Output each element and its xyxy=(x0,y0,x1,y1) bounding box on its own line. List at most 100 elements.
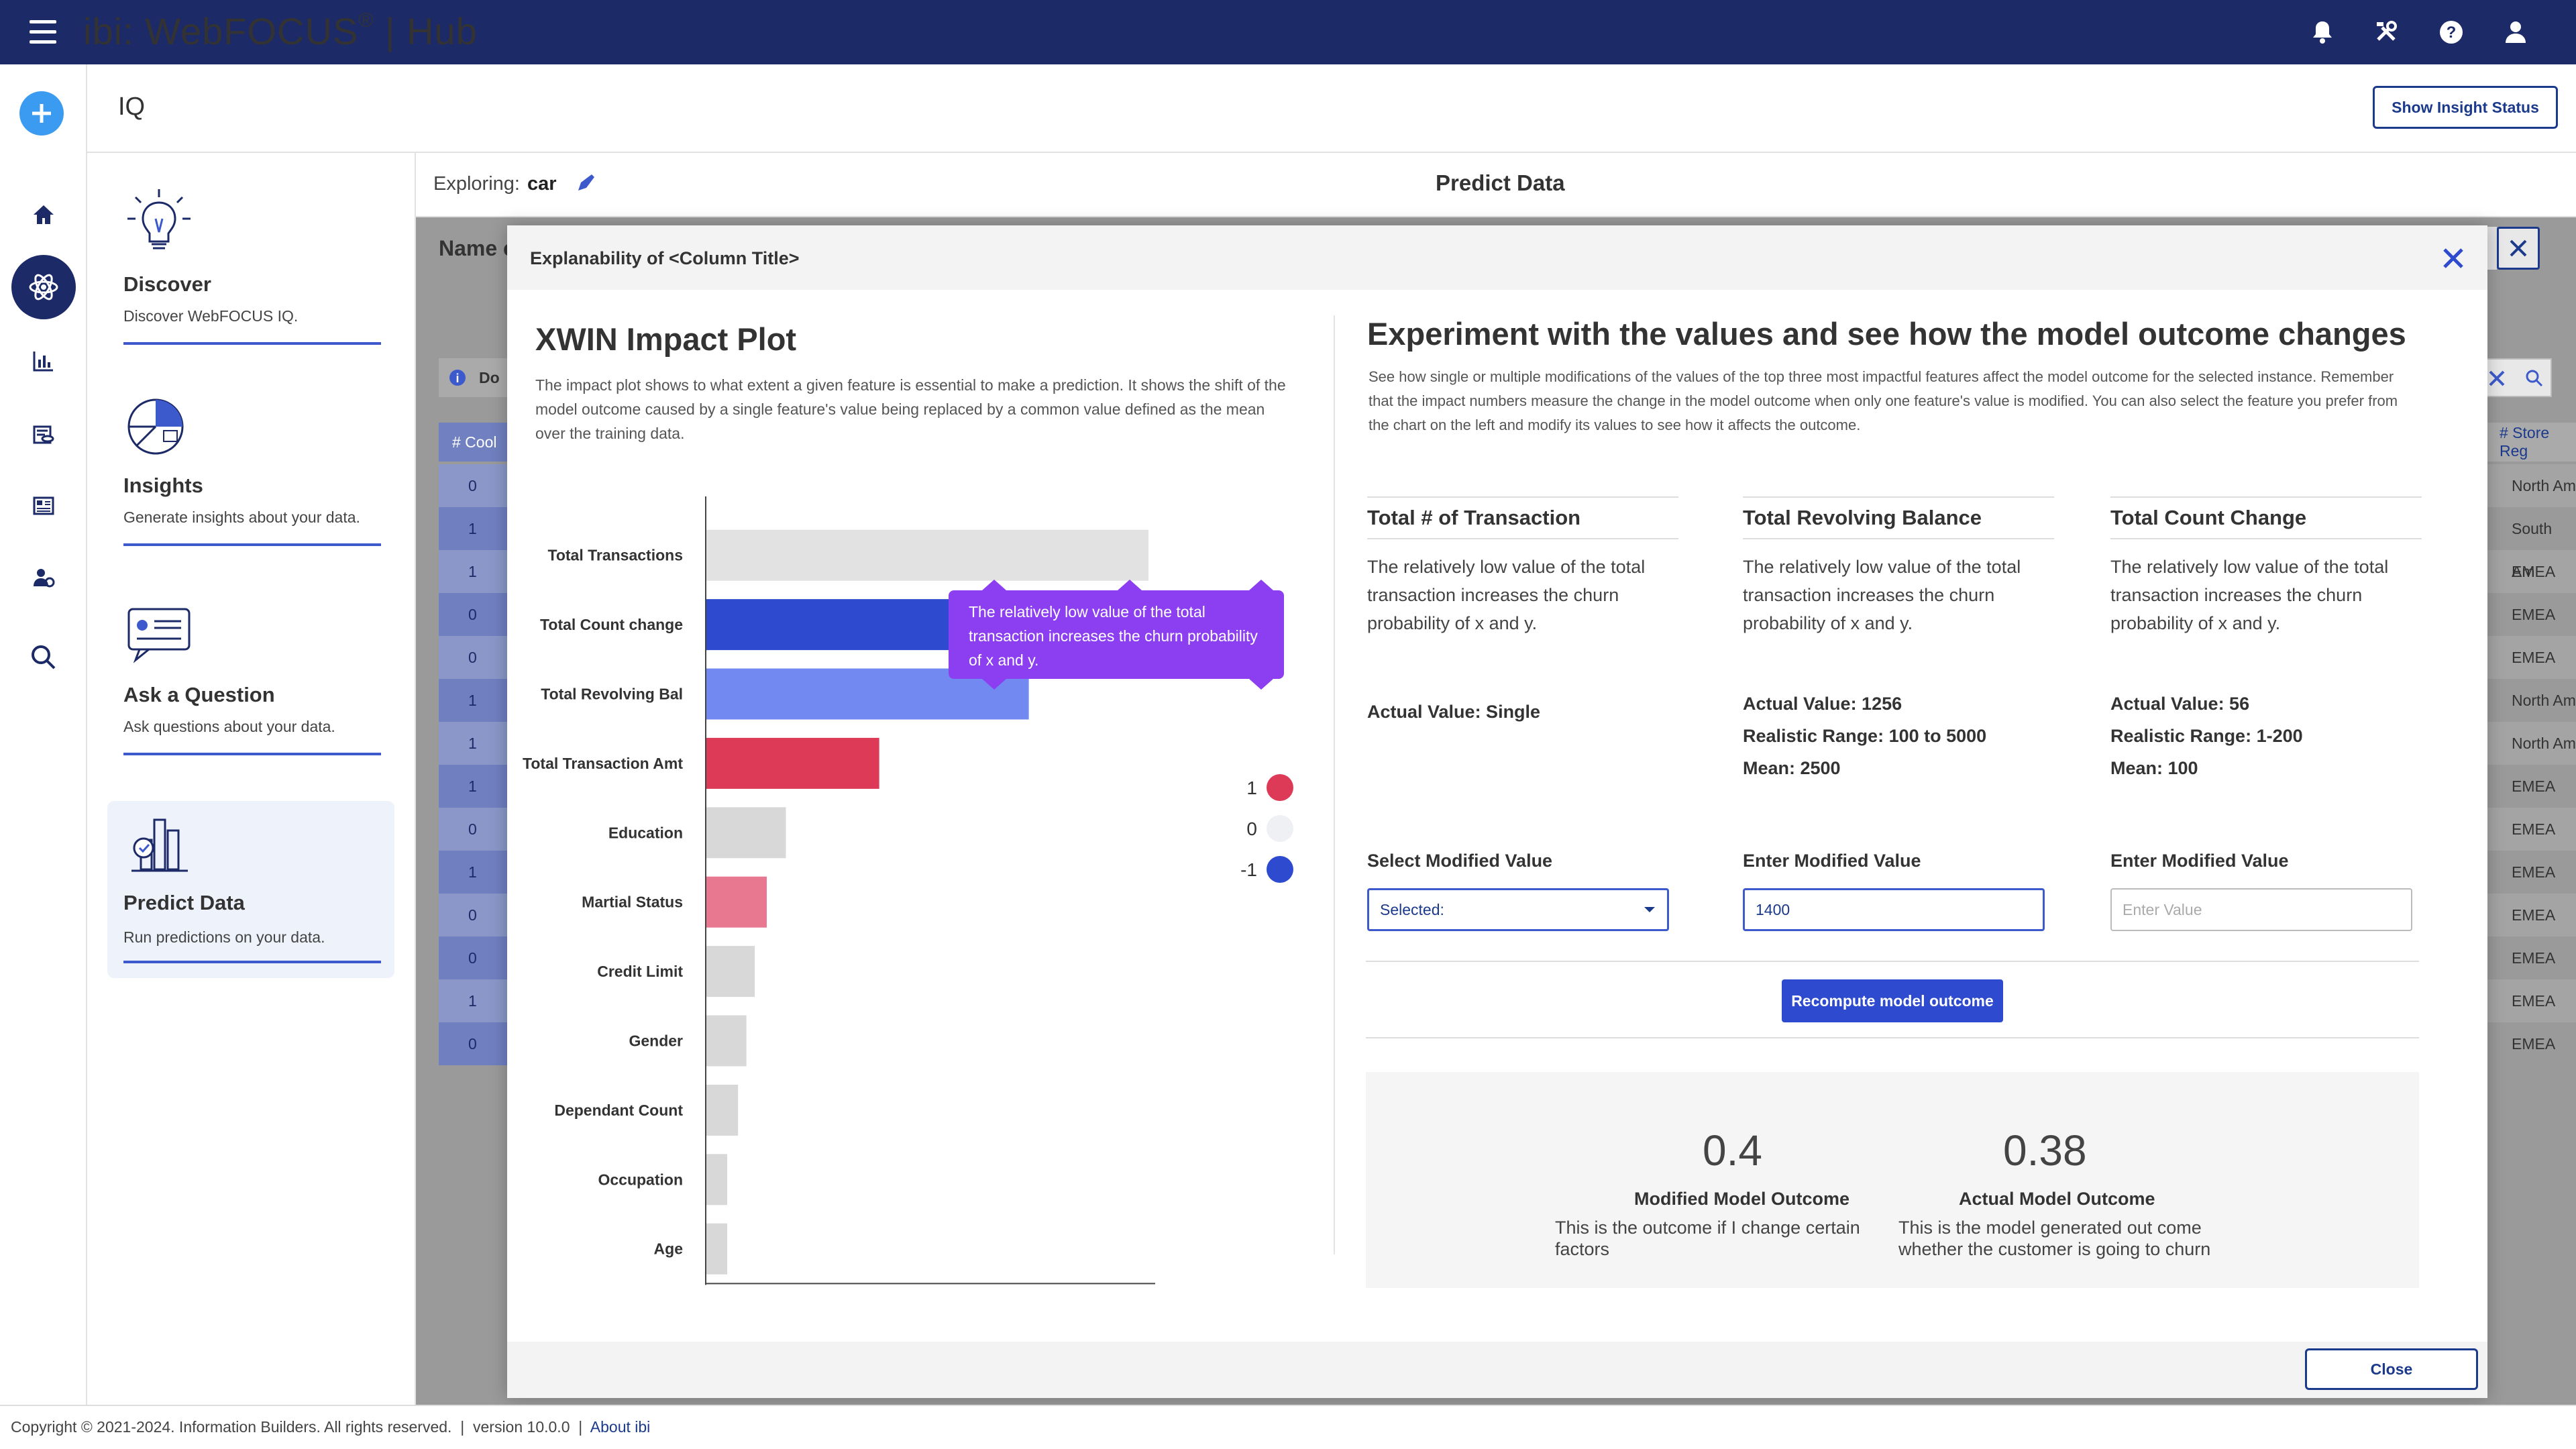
nav-card-discover[interactable]: Discover Discover WebFOCUS IQ. xyxy=(107,174,394,352)
feature-input-label: Enter Modified Value xyxy=(1743,851,1921,871)
svg-text:i: i xyxy=(455,372,459,385)
feature-divider xyxy=(2110,538,2422,539)
feature-mean: Mean: 2500 xyxy=(1743,758,1841,778)
modal-header xyxy=(507,225,2487,290)
table-row: North Am xyxy=(2487,464,2576,507)
tooltip-arrow xyxy=(1249,679,1273,690)
bar[interactable] xyxy=(706,1015,747,1067)
show-insight-status-button[interactable]: Show Insight Status xyxy=(2373,86,2558,129)
divider xyxy=(1366,1037,2419,1038)
chat-icon xyxy=(127,608,191,663)
exploring-value: car xyxy=(527,173,557,195)
modal-divider xyxy=(1334,315,1335,1254)
table-row: EMEA xyxy=(2487,851,2576,894)
tooltip-arrow xyxy=(1118,580,1142,590)
modified-value-input[interactable]: 1400 xyxy=(1743,888,2045,931)
app-logo: ibi: WebFOCUS® | Hub xyxy=(83,9,478,52)
table-row: South Am xyxy=(2487,507,2576,580)
nav-title: Ask a Question xyxy=(123,683,275,706)
home-icon[interactable] xyxy=(22,193,65,236)
bar-label: Dependant Count xyxy=(554,1102,683,1119)
close-icon[interactable] xyxy=(2438,243,2469,274)
bar[interactable] xyxy=(706,946,755,998)
chart-tooltip: The relatively low value of the total tr… xyxy=(949,590,1284,679)
feature-input-label: Enter Modified Value xyxy=(2110,851,2289,871)
feature-actual-value: Actual Value: Single xyxy=(1367,702,1541,722)
data-icon[interactable] xyxy=(22,413,65,456)
impact-plot-description: The impact plot shows to what extent a g… xyxy=(535,376,1286,442)
bar-label: Education xyxy=(608,824,683,841)
nav-desc: Ask questions about your data. xyxy=(123,718,335,735)
background-search[interactable] xyxy=(2482,358,2552,397)
nav-underline xyxy=(123,342,381,345)
footer-text: Copyright © 2021-2024. Information Build… xyxy=(11,1418,651,1436)
dashboard-icon[interactable] xyxy=(22,484,65,527)
close-button[interactable]: Close xyxy=(2305,1348,2478,1390)
nav-title: Discover xyxy=(123,272,211,296)
insights-pie-icon xyxy=(127,398,184,455)
modified-value-input-empty[interactable]: Enter Value xyxy=(2110,888,2412,931)
search-icon[interactable] xyxy=(22,636,65,679)
nav-desc: Discover WebFOCUS IQ. xyxy=(123,307,299,325)
user-icon[interactable] xyxy=(2501,17,2530,47)
menu-icon[interactable] xyxy=(30,20,56,44)
experiment-title: Experiment with the values and see how t… xyxy=(1367,316,2406,352)
bar[interactable] xyxy=(706,807,786,859)
background-column-header-right: # Store Reg xyxy=(2487,423,2576,462)
version: version 10.0.0 xyxy=(473,1418,570,1436)
x-tick-label: 0.1 xyxy=(815,1307,836,1308)
clear-icon[interactable] xyxy=(2487,369,2506,388)
page-title: IQ xyxy=(118,93,146,121)
table-row: EMEA xyxy=(2487,1022,2576,1065)
tools-icon[interactable] xyxy=(2372,17,2402,47)
table-row: 0 xyxy=(439,936,508,979)
background-info-bar: i Do xyxy=(439,358,508,397)
feature-divider xyxy=(1743,538,2054,539)
recompute-button[interactable]: Recompute model outcome xyxy=(1782,979,2003,1022)
nav-card-ask-question[interactable]: Ask a Question Ask questions about your … xyxy=(107,585,394,762)
table-row: 1 xyxy=(439,550,508,593)
bar[interactable] xyxy=(706,529,1148,581)
feature-title: Total # of Transaction xyxy=(1367,506,1581,529)
bar[interactable] xyxy=(706,737,879,789)
edit-pencil-icon[interactable] xyxy=(576,172,597,197)
bar[interactable] xyxy=(706,1223,728,1275)
feature-title: Total Revolving Balance xyxy=(1743,506,1982,529)
predict-chart-icon xyxy=(131,818,188,872)
lightbulb-icon xyxy=(127,189,191,250)
bar-label: Total Transaction Amt xyxy=(523,755,683,772)
plus-icon[interactable] xyxy=(19,91,64,136)
x-tick-label: 0.15 xyxy=(871,1307,900,1308)
nav-card-predict-data[interactable]: Predict Data Run predictions on your dat… xyxy=(107,801,394,978)
nav-desc: Run predictions on your data. xyxy=(123,928,325,946)
bar[interactable] xyxy=(706,599,981,651)
about-link[interactable]: About ibi xyxy=(590,1418,651,1436)
modal-title: Explanability of <Column Title> xyxy=(530,248,800,268)
bar[interactable] xyxy=(706,1084,739,1136)
search-icon[interactable] xyxy=(2525,369,2544,388)
bell-icon[interactable] xyxy=(2308,17,2337,47)
reports-icon[interactable] xyxy=(22,339,65,382)
nav-underline xyxy=(123,961,381,963)
bar[interactable] xyxy=(706,876,767,928)
feature-divider xyxy=(2110,496,2422,498)
column-header-label: # Cool xyxy=(452,433,497,451)
bar-label: Age xyxy=(654,1240,683,1258)
feature-realistic-range: Realistic Range: 1-200 xyxy=(2110,726,2303,746)
actual-outcome-desc: This is the model generated out come whe… xyxy=(1898,1218,2211,1259)
nav-card-insights[interactable]: Insights Generate insights about your da… xyxy=(107,376,394,553)
table-row: North Am xyxy=(2487,722,2576,765)
background-close-icon[interactable] xyxy=(2497,227,2540,270)
bar[interactable] xyxy=(706,1154,728,1205)
page-header xyxy=(87,64,2576,153)
iq-icon[interactable] xyxy=(11,255,76,319)
tooltip-arrow xyxy=(982,679,1006,690)
modified-value-select[interactable]: Selected: xyxy=(1367,888,1669,931)
people-icon[interactable] xyxy=(22,557,65,600)
divider xyxy=(1366,961,2419,962)
help-icon[interactable]: ? xyxy=(2436,17,2466,47)
modified-outcome-value: 0.4 xyxy=(1703,1126,1762,1175)
table-row: 1 xyxy=(439,765,508,808)
outcome-panel: 0.4 Modified Model Outcome This is the o… xyxy=(1366,1072,2419,1288)
